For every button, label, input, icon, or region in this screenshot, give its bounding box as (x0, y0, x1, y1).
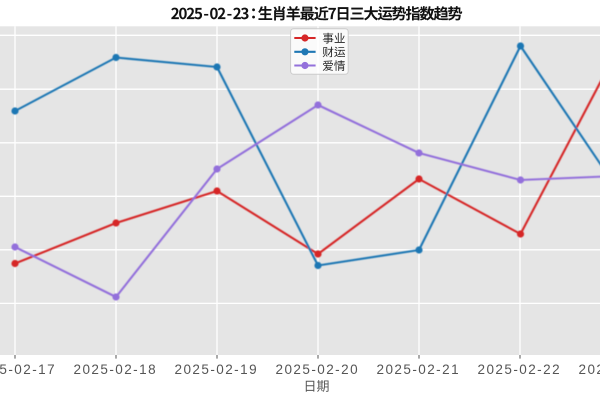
svg-text:2025-02-20: 2025-02-20 (275, 362, 359, 377)
svg-text:2025-02-22: 2025-02-22 (477, 362, 561, 377)
svg-text:2025-02-17: 2025-02-17 (0, 362, 56, 377)
svg-text:2025-02-21: 2025-02-21 (376, 362, 460, 377)
svg-text:2025-02-23: 2025-02-23 (578, 362, 600, 377)
svg-text:2025-02-18: 2025-02-18 (73, 362, 157, 377)
svg-text:2025-02-19: 2025-02-19 (174, 362, 258, 377)
